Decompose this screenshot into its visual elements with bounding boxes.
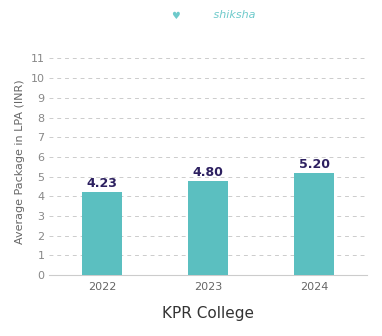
Text: 4.23: 4.23 bbox=[87, 177, 118, 190]
X-axis label: KPR College: KPR College bbox=[162, 306, 254, 321]
Bar bbox=[82, 192, 123, 275]
Text: 4.80: 4.80 bbox=[193, 166, 223, 179]
Y-axis label: Average Package in LPA (INR): Average Package in LPA (INR) bbox=[15, 80, 25, 244]
Text: shiksha: shiksha bbox=[210, 10, 256, 20]
Text: ♥: ♥ bbox=[172, 11, 180, 21]
Bar bbox=[294, 173, 334, 275]
Text: 5.20: 5.20 bbox=[299, 158, 330, 171]
Bar bbox=[188, 180, 228, 275]
